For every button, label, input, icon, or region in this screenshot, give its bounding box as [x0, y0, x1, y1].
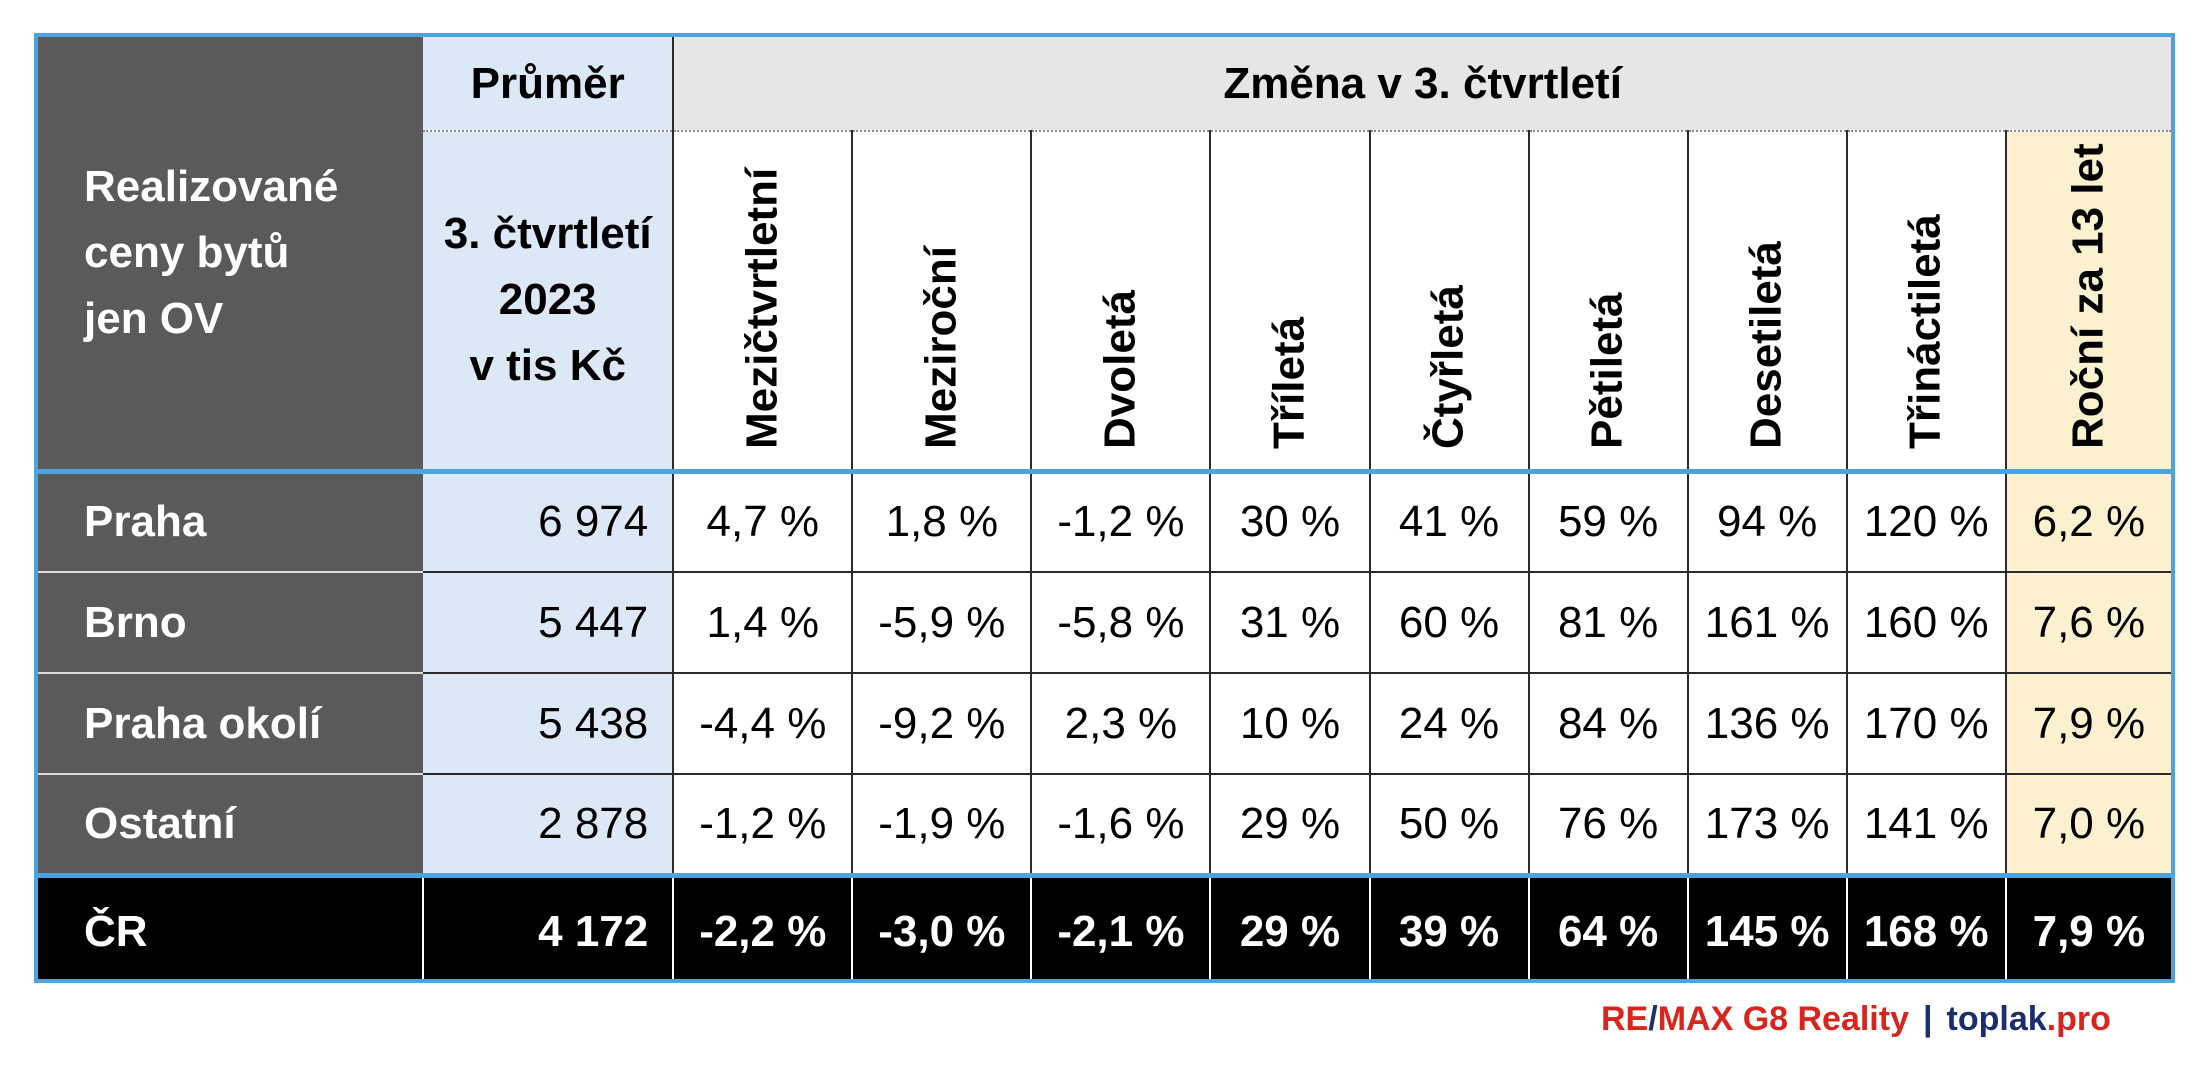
column-header-2y: Dvoletá: [1030, 130, 1211, 471]
column-label: Tříletá: [1264, 316, 1314, 449]
column-label: Čtyřletá: [1423, 284, 1473, 449]
table-row: Brno 5 447 1,4 % -5,9 % -5,8 % 31 % 60 %…: [38, 572, 2171, 674]
total-cell: 39 %: [1368, 872, 1529, 979]
table-cell: 160 %: [1845, 572, 2006, 674]
table-row: Ostatní 2 878 -1,2 % -1,9 % -1,6 % 29 % …: [38, 774, 2171, 876]
table-cell: -9,2 %: [851, 673, 1032, 775]
change-header: Změna v 3. čtvrtletí: [673, 37, 2171, 131]
row-label: Ostatní: [38, 774, 424, 876]
table-cell: 41 %: [1368, 468, 1529, 573]
table-cell: 1,4 %: [672, 572, 853, 674]
total-cell: 29 %: [1209, 872, 1370, 979]
corner-line-2: ceny bytů: [84, 227, 290, 277]
average-value: 5 438: [423, 673, 675, 775]
price-table-frame: Realizované ceny bytů jen OV Průměr Změn…: [34, 33, 2175, 983]
table-row: Praha 6 974 4,7 % 1,8 % -1,2 % 30 % 41 %…: [38, 468, 2171, 573]
table-cell: -5,8 %: [1030, 572, 1211, 674]
average-subheader: 3. čtvrtletí 2023 v tis Kč: [423, 130, 675, 471]
column-header-4y: Čtyřletá: [1368, 130, 1529, 471]
website-tld[interactable]: .pro: [2046, 1000, 2111, 1038]
avg-sub-line-1: 3. čtvrtletí: [443, 209, 652, 259]
table-cell: 1,8 %: [851, 468, 1032, 573]
column-label: Mezičtvrtletní: [737, 167, 787, 449]
row-label: Praha okolí: [38, 673, 424, 775]
column-label: Třináctiletá: [1900, 213, 1950, 449]
website-link[interactable]: toplak: [1946, 1000, 2047, 1038]
table-cell: 4,7 %: [672, 468, 853, 573]
table-cell-annual: 7,9 %: [2004, 673, 2171, 775]
total-cell: 145 %: [1686, 872, 1847, 979]
table-cell: 94 %: [1686, 468, 1847, 573]
table-cell: 31 %: [1209, 572, 1370, 674]
column-label: Pětiletá: [1582, 291, 1632, 449]
average-value: 5 447: [423, 572, 675, 674]
avg-sub-line-3: v tis Kč: [469, 341, 626, 391]
total-cell: 64 %: [1527, 872, 1688, 979]
average-header: Průměr: [423, 37, 675, 131]
table-cell-annual: 6,2 %: [2004, 468, 2171, 573]
total-cell: 168 %: [1845, 872, 2006, 979]
table-cell-annual: 7,0 %: [2004, 774, 2171, 876]
total-cell: -3,0 %: [851, 872, 1032, 979]
table-cell: 59 %: [1527, 468, 1688, 573]
footer-credits: RE/MAX G8 Reality | toplak.pro: [1601, 1000, 2111, 1039]
table-cell: -1,2 %: [1030, 468, 1211, 573]
table-corner-header: Realizované ceny bytů jen OV: [38, 37, 424, 471]
column-label: Desetiletá: [1741, 240, 1791, 449]
table-cell: -1,6 %: [1030, 774, 1211, 876]
table-cell: 60 %: [1368, 572, 1529, 674]
table-cell: 81 %: [1527, 572, 1688, 674]
table-cell: 76 %: [1527, 774, 1688, 876]
table-cell: 2,3 %: [1030, 673, 1211, 775]
table-cell: 10 %: [1209, 673, 1370, 775]
table-cell-annual: 7,6 %: [2004, 572, 2171, 674]
corner-line-1: Realizované: [84, 161, 339, 211]
total-cell: 7,9 %: [2004, 872, 2171, 979]
table-cell: 136 %: [1686, 673, 1847, 775]
column-label: Meziroční: [916, 245, 966, 449]
table-cell: 30 %: [1209, 468, 1370, 573]
table-cell: 29 %: [1209, 774, 1370, 876]
table-cell: 120 %: [1845, 468, 2006, 573]
column-header-year: Meziroční: [851, 130, 1032, 471]
table-cell: 170 %: [1845, 673, 2006, 775]
brand-slash: /: [1648, 1000, 1658, 1038]
column-header-5y: Pětiletá: [1527, 130, 1688, 471]
total-cell: -2,2 %: [672, 872, 853, 979]
table-row: Praha okolí 5 438 -4,4 % -9,2 % 2,3 % 10…: [38, 673, 2171, 775]
table-cell: -1,9 %: [851, 774, 1032, 876]
table-cell: -4,4 %: [672, 673, 853, 775]
column-header-10y: Desetiletá: [1686, 130, 1847, 471]
total-cell: -2,1 %: [1030, 872, 1211, 979]
row-label: Praha: [38, 468, 424, 573]
table-cell: 84 %: [1527, 673, 1688, 775]
column-header-3y: Tříletá: [1209, 130, 1370, 471]
footer-separator: |: [1923, 1000, 1933, 1038]
total-label: ČR: [38, 872, 425, 979]
corner-line-3: jen OV: [84, 293, 224, 343]
avg-sub-line-2: 2023: [498, 275, 597, 325]
column-header-quarter: Mezičtvrtletní: [672, 130, 853, 471]
column-label: Roční za 13 let: [2063, 142, 2113, 449]
average-value: 6 974: [423, 468, 675, 573]
total-row: ČR 4 172 -2,2 % -3,0 % -2,1 % 29 % 39 % …: [38, 872, 2171, 979]
price-change-table: Realizované ceny bytů jen OV Průměr Změn…: [38, 37, 2171, 979]
table-cell: 173 %: [1686, 774, 1847, 876]
table-cell: 50 %: [1368, 774, 1529, 876]
table-cell: 24 %: [1368, 673, 1529, 775]
total-average: 4 172: [423, 872, 675, 979]
row-label: Brno: [38, 572, 424, 674]
brand-re: RE: [1601, 1000, 1649, 1038]
table-cell: -5,9 %: [851, 572, 1032, 674]
average-value: 2 878: [423, 774, 675, 876]
table-cell: -1,2 %: [672, 774, 853, 876]
brand-name: MAX G8 Reality: [1657, 1000, 1909, 1038]
column-header-annual-13y: Roční za 13 let: [2004, 130, 2171, 471]
table-cell: 141 %: [1845, 774, 2006, 876]
column-label: Dvoletá: [1095, 289, 1145, 449]
table-cell: 161 %: [1686, 572, 1847, 674]
column-header-13y: Třináctiletá: [1845, 130, 2006, 471]
